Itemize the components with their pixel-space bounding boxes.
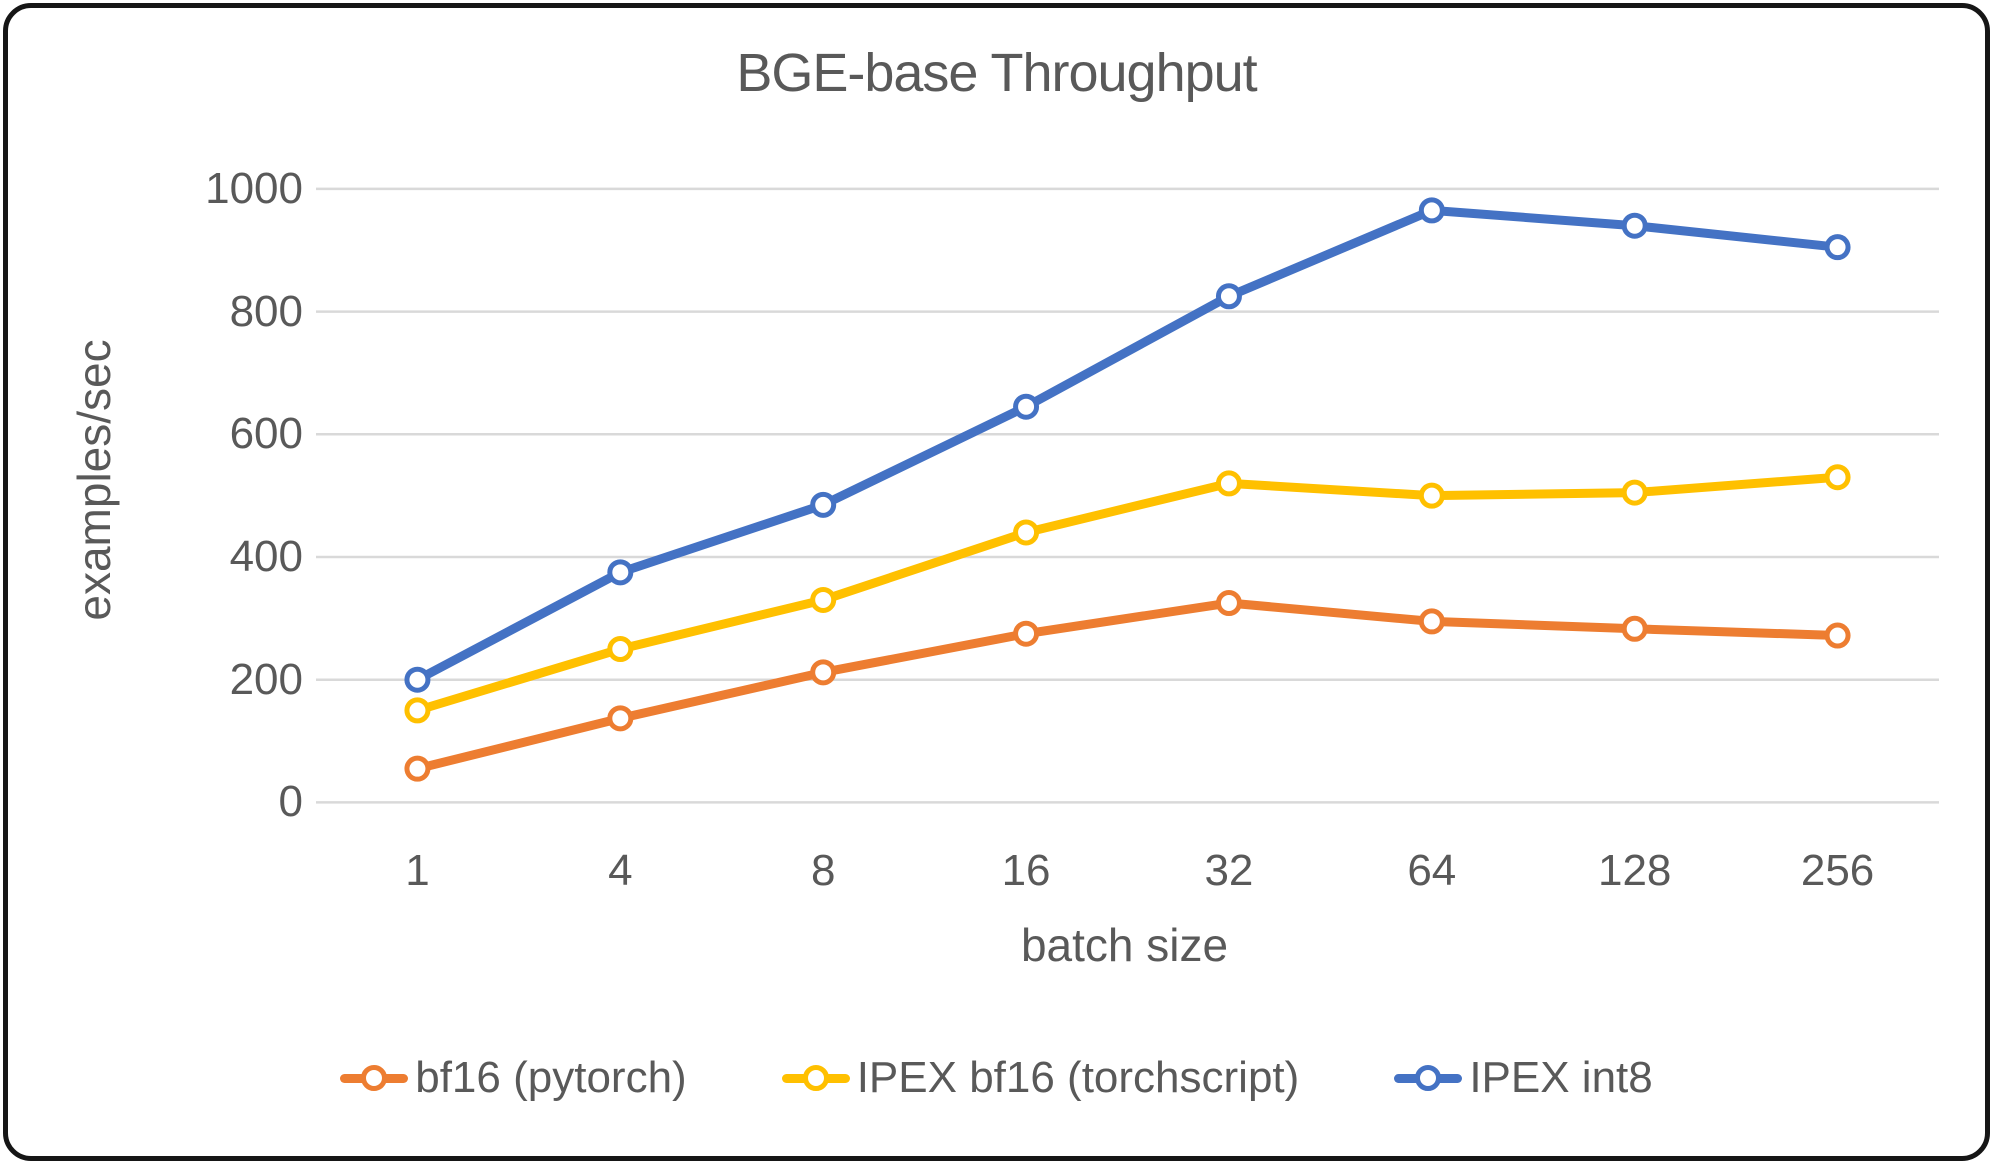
- x-tick-label-256: 256: [1800, 846, 1875, 895]
- x-tick-label-32: 32: [1204, 846, 1254, 895]
- legend-marker-orange-line-icon: [340, 1065, 409, 1091]
- x-tick-label-1: 1: [405, 846, 430, 895]
- x-axis-title: batch size: [1020, 919, 1229, 971]
- legend-item-bf16-pytorch: bf16 (pytorch): [340, 1053, 687, 1103]
- legend-marker-circle-icon: [802, 1065, 829, 1091]
- series-line-2: [412, 205, 1843, 685]
- x-tick-label-8: 8: [810, 846, 836, 895]
- legend-marker-yellow-line-icon: [781, 1065, 850, 1091]
- legend-item-ipex-bf16-torchscript: IPEX bf16 (torchscript): [781, 1053, 1300, 1103]
- data-point-series1-x256: [1824, 464, 1851, 491]
- data-point-series1-x128: [1621, 479, 1648, 506]
- series-line-0: [412, 598, 1843, 774]
- data-point-series0-x16: [1013, 620, 1040, 647]
- data-point-series0-x1: [404, 755, 431, 782]
- data-point-series2-x4: [607, 559, 634, 586]
- legend-label-bf16-pytorch: bf16 (pytorch): [415, 1053, 687, 1102]
- data-point-series1-x16: [1013, 519, 1040, 546]
- data-point-series1-x64: [1418, 482, 1445, 509]
- data-point-series1-x4: [607, 636, 634, 663]
- line-chart-plot-area: [316, 187, 1939, 804]
- data-point-series1-x32: [1215, 470, 1242, 497]
- data-point-series1-x8: [810, 586, 837, 613]
- y-tick-label-400: 400: [229, 532, 303, 581]
- data-point-series2-x8: [810, 491, 837, 518]
- data-point-series2-x64: [1418, 197, 1445, 224]
- data-point-series0-x64: [1418, 608, 1445, 635]
- legend-marker-blue-line-icon: [1394, 1065, 1463, 1091]
- data-point-series0-x4: [607, 705, 634, 732]
- y-tick-label-200: 200: [229, 654, 303, 704]
- series-line-1: [412, 472, 1843, 715]
- data-point-series0-x128: [1621, 615, 1648, 642]
- legend-marker-circle-icon: [361, 1065, 388, 1091]
- x-tick-label-16: 16: [1001, 846, 1051, 895]
- data-point-series2-x1: [404, 666, 431, 693]
- data-point-series2-x16: [1013, 393, 1040, 420]
- y-tick-label-600: 600: [229, 409, 303, 459]
- legend-item-ipex-int8: IPEX int8: [1394, 1053, 1653, 1103]
- chart-frame: BGE-base Throughput examples/sec 0 200 400…: [3, 3, 1990, 1161]
- y-tick-label-800: 800: [229, 286, 303, 336]
- data-point-series0-x8: [810, 659, 837, 686]
- data-point-series0-x32: [1215, 590, 1242, 617]
- x-tick-label-128: 128: [1597, 846, 1672, 895]
- chart-legend: bf16 (pytorch) IPEX bf16 (torchscript) I…: [8, 1036, 1985, 1120]
- legend-marker-circle-icon: [1415, 1065, 1442, 1091]
- x-tick-label-4: 4: [608, 846, 633, 895]
- y-tick-label-0: 0: [278, 777, 303, 827]
- data-point-series2-x128: [1621, 212, 1648, 239]
- chart-title: BGE-base Throughput: [736, 43, 1257, 103]
- data-point-series2-x32: [1215, 283, 1242, 310]
- data-point-series2-x256: [1824, 234, 1851, 261]
- legend-label-ipex-bf16-torchscript: IPEX bf16 (torchscript): [856, 1053, 1300, 1102]
- data-point-series0-x256: [1824, 622, 1851, 649]
- x-tick-label-64: 64: [1407, 846, 1457, 895]
- data-point-series1-x1: [404, 697, 431, 724]
- y-tick-label-1000: 1000: [205, 163, 303, 213]
- legend-label-ipex-int8: IPEX int8: [1469, 1053, 1653, 1102]
